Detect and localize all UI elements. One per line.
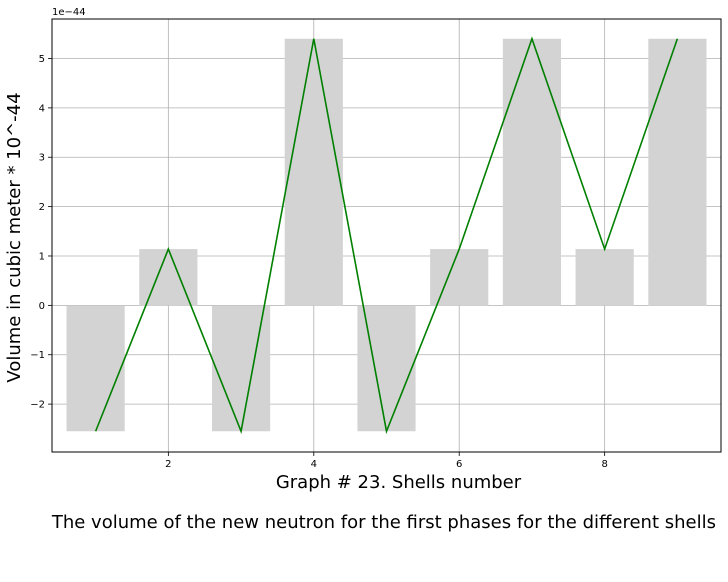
axis-ticks: 2 4 6 8 −2 −1 0 1 2 3 4 5: [30, 54, 608, 470]
plot-frame: [51, 18, 722, 453]
bar: [66, 305, 125, 432]
y-tick-label: −1: [30, 350, 45, 361]
x-tick-label: 2: [165, 459, 171, 470]
x-tick-label: 4: [311, 459, 317, 470]
y-offset-label: 1e−44: [52, 7, 86, 18]
y-tick-label: 5: [39, 54, 45, 65]
y-tick-label: −2: [30, 400, 45, 411]
bar: [284, 38, 343, 306]
y-tick-label: 4: [39, 103, 45, 114]
bar: [648, 38, 707, 306]
bar-series: [66, 38, 707, 432]
chart: 2 4 6 8 −2 −1 0 1 2 3 4 5 1e−44 Graph # 23. Shells …: [4, 7, 722, 493]
y-tick-label: 2: [39, 202, 45, 213]
x-axis-title: Graph # 23. Shells number: [276, 472, 522, 493]
line-series: [94, 36, 679, 435]
series-line: [94, 36, 679, 435]
bar: [430, 249, 489, 306]
y-axis-title: Volume in cubic meter * 10^-44: [4, 92, 25, 382]
bar: [502, 38, 562, 306]
bar: [139, 249, 198, 306]
x-tick-label: 8: [601, 459, 607, 470]
y-tick-label: 1: [39, 251, 45, 262]
y-tick-label: 0: [39, 301, 45, 312]
figure-caption: The volume of the new neutron for the fi…: [51, 512, 716, 533]
y-tick-label: 3: [39, 153, 45, 164]
bar: [575, 249, 634, 306]
x-tick-label: 6: [456, 459, 462, 470]
